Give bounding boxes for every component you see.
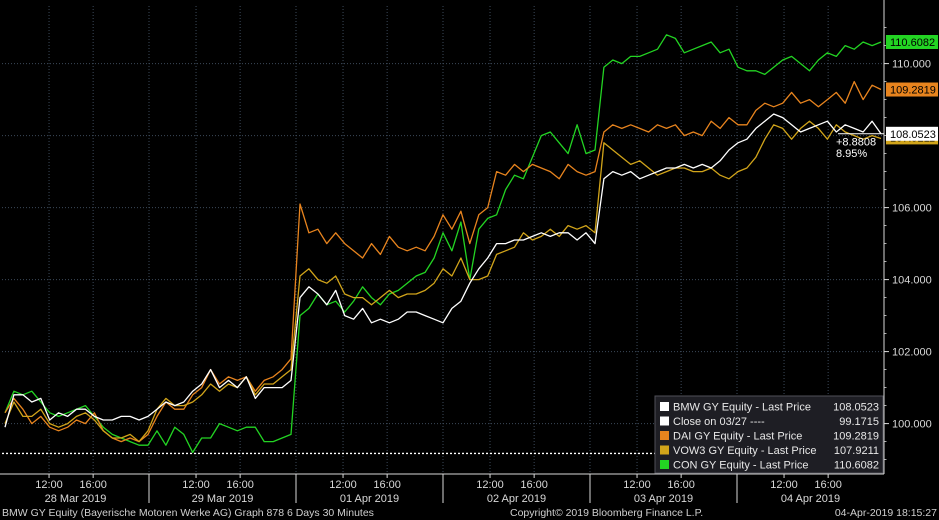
x-time-label: 16:00 — [667, 479, 695, 491]
legend-label-3: VOW3 GY Equity - Last Price — [673, 445, 816, 457]
x-time-label: 12:00 — [35, 479, 63, 491]
legend-value-0: 108.0523 — [833, 402, 879, 414]
y-tick-label: 106.000 — [892, 203, 932, 215]
price-tag-bg-4 — [886, 35, 938, 49]
x-date-label: 01 Apr 2019 — [340, 493, 399, 505]
series-line-3 — [4, 120, 882, 443]
x-time-label: 16:00 — [79, 479, 107, 491]
x-time-label: 12:00 — [770, 479, 798, 491]
legend-value-2: 109.2819 — [833, 431, 879, 443]
price-tag-2: 109.2819 — [890, 85, 936, 97]
price-tag-4: 110.6082 — [890, 37, 935, 49]
x-date-label: 03 Apr 2019 — [634, 493, 693, 505]
x-time-label: 12:00 — [623, 479, 651, 491]
x-time-label: 12:00 — [182, 479, 210, 491]
y-tick-label: 100.000 — [892, 419, 932, 431]
legend-label-2: DAI GY Equity - Last Price — [673, 431, 802, 443]
legend-label-4: CON GY Equity - Last Price — [673, 460, 809, 472]
y-tick-label: 102.000 — [892, 347, 932, 359]
x-time-label: 16:00 — [520, 479, 548, 491]
series-line-0 — [4, 113, 882, 428]
footer-security-description: BMW GY Equity (Bayerische Motoren Werke … — [2, 507, 374, 519]
y-tick-label: 110.000 — [892, 59, 931, 71]
series-line-2 — [4, 80, 882, 443]
x-date-label: 29 Mar 2019 — [192, 493, 254, 505]
legend-value-3: 107.9211 — [834, 445, 879, 457]
price-chart: 100.000 102.000 104.000 106.000 110.000 12:00… — [0, 0, 938, 505]
legend-label-0: BMW GY Equity - Last Price — [673, 402, 811, 414]
legend-value-4: 110.6082 — [834, 460, 879, 472]
legend-value-1: 99.1715 — [839, 416, 879, 428]
x-date-label: 02 Apr 2019 — [487, 493, 546, 505]
change-pct-annotation: 8.95% — [836, 148, 867, 160]
x-date-label: 04 Apr 2019 — [781, 493, 840, 505]
legend-swatch-3 — [660, 445, 669, 455]
price-tag-bg-0 — [886, 126, 938, 141]
legend-label-1: Close on 03/27 ---- — [673, 416, 765, 428]
legend-swatch-0 — [660, 402, 669, 411]
x-date-label: 28 Mar 2019 — [45, 493, 107, 505]
legend-swatch-4 — [660, 460, 669, 469]
price-tag-0: 108.0523 — [890, 129, 936, 141]
x-time-label: 16:00 — [226, 479, 254, 491]
series-line-4 — [4, 34, 882, 454]
footer-timestamp: 04-Apr-2019 18:15:27 — [834, 507, 937, 519]
change-annotation: +8.8808 — [836, 137, 876, 149]
y-tick-label: 104.000 — [892, 275, 932, 287]
legend-swatch-2 — [660, 431, 669, 440]
x-time-label: 12:00 — [476, 479, 504, 491]
x-time-label: 12:00 — [329, 479, 357, 491]
x-time-label: 16:00 — [814, 479, 842, 491]
footer-copyright: Copyright© 2019 Bloomberg Finance L.P. — [510, 507, 704, 519]
legend-box — [654, 395, 884, 474]
x-time-label: 16:00 — [373, 479, 401, 491]
price-tag-bg-2 — [886, 82, 938, 97]
legend-swatch-1 — [660, 416, 669, 426]
